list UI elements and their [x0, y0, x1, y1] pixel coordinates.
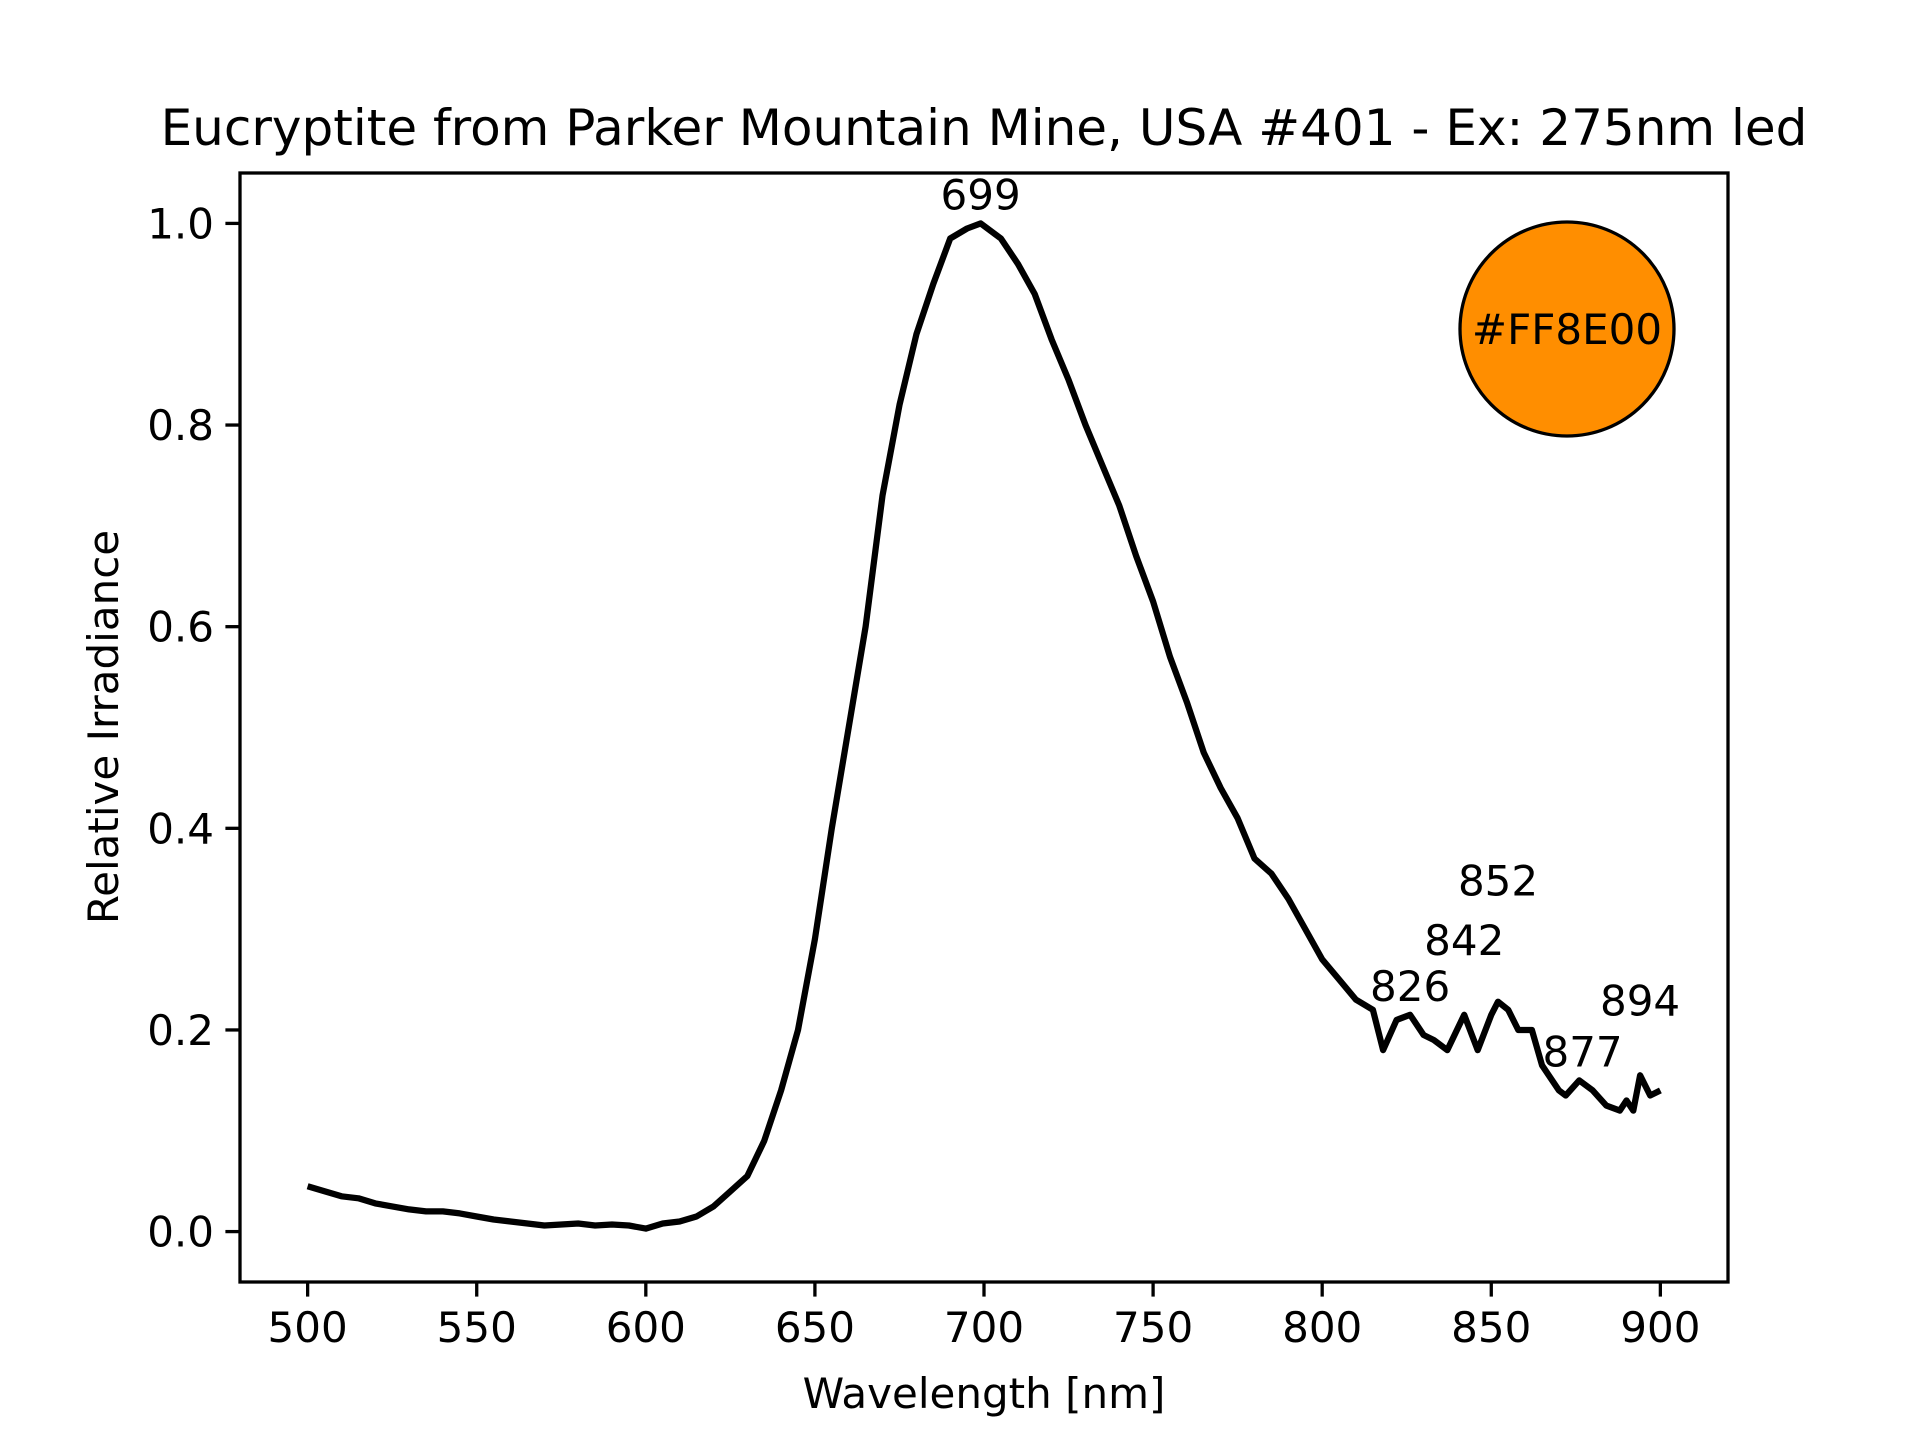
color-swatch-label: #FF8E00: [1472, 305, 1662, 354]
x-tick-label: 550: [437, 1303, 517, 1352]
x-tick-label: 750: [1113, 1303, 1193, 1352]
peak-label: 842: [1424, 916, 1504, 965]
x-tick-label: 500: [268, 1303, 348, 1352]
x-tick-label: 800: [1282, 1303, 1362, 1352]
y-tick-label: 0.4: [147, 804, 214, 853]
chart-title: Eucryptite from Parker Mountain Mine, US…: [161, 99, 1808, 157]
peak-label: 894: [1600, 976, 1680, 1025]
series-line-spectrum: [306, 220, 1662, 1232]
y-axis: 0.0 0.2 0.4 0.6 0.8 1.0: [147, 199, 240, 1257]
x-tick-label: 900: [1620, 1303, 1700, 1352]
color-swatch: #FF8E00: [1458, 220, 1676, 438]
x-axis-label: Wavelength [nm]: [803, 1369, 1166, 1418]
peak-label: 699: [941, 170, 1021, 219]
peak-label: 877: [1542, 1027, 1622, 1076]
peak-label: 826: [1370, 962, 1450, 1011]
y-tick-label: 0.0: [147, 1208, 214, 1257]
color-swatch-circle: [1458, 220, 1676, 438]
x-axis: 500 550 600 650 700 750 800 850 900: [268, 1282, 1700, 1352]
x-tick-label: 650: [775, 1303, 855, 1352]
x-tick-label: 850: [1451, 1303, 1531, 1352]
y-tick-label: 0.6: [147, 603, 214, 652]
y-axis-label: Relative Irradiance: [79, 530, 128, 924]
y-tick-label: 0.8: [147, 401, 214, 450]
x-tick-label: 700: [944, 1303, 1024, 1352]
peak-label: 852: [1458, 857, 1538, 906]
y-tick-label: 0.2: [147, 1006, 214, 1055]
y-tick-label: 1.0: [147, 199, 214, 248]
x-tick-label: 600: [606, 1303, 686, 1352]
